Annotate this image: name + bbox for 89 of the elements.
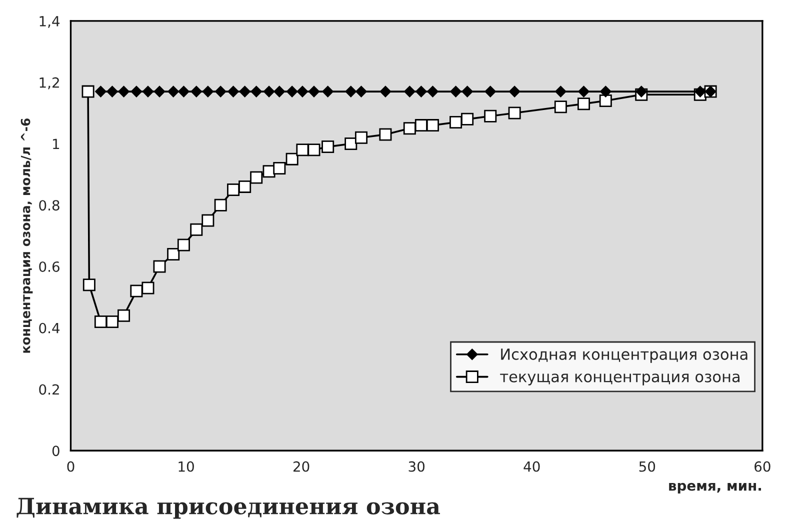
legend-label: текущая концентрация озона <box>500 374 740 386</box>
point <box>600 86 612 98</box>
x-axis-title: время, мин. <box>669 482 762 494</box>
point <box>227 184 240 196</box>
point <box>508 106 521 120</box>
x-tick-label: 0 <box>67 461 74 472</box>
y-tick-label: 0.4 <box>39 322 60 334</box>
x-tick-label: 50 <box>639 461 656 472</box>
point <box>190 223 203 236</box>
point <box>308 144 320 156</box>
point <box>238 180 252 193</box>
point <box>214 198 227 212</box>
point <box>142 282 154 294</box>
point <box>239 86 250 98</box>
point <box>344 137 358 150</box>
point <box>118 309 130 322</box>
x-tick-label: 20 <box>293 461 310 472</box>
point <box>380 86 392 98</box>
point <box>426 119 439 132</box>
point <box>296 144 309 156</box>
y-tick-label: 0.8 <box>39 200 60 211</box>
point <box>178 86 190 98</box>
point <box>577 98 590 110</box>
point <box>694 86 706 98</box>
legend-label: Исходная концентрация озона <box>501 348 748 363</box>
point <box>296 86 308 98</box>
point <box>286 152 298 166</box>
point <box>484 110 497 122</box>
y-tick-label: 1,4 <box>40 16 60 28</box>
point <box>177 238 190 252</box>
point <box>484 86 496 98</box>
point <box>167 248 180 260</box>
y-tick-label: 1 <box>53 138 60 149</box>
point <box>202 214 214 227</box>
point <box>106 86 118 98</box>
point <box>228 86 239 98</box>
point <box>263 86 275 98</box>
point <box>168 86 179 98</box>
x-tick-label: 40 <box>524 461 540 472</box>
point <box>274 86 286 98</box>
point <box>153 260 166 273</box>
x-tick-label: 10 <box>178 461 194 472</box>
point <box>322 140 334 154</box>
x-tick-label: 60 <box>754 461 770 472</box>
point <box>404 86 416 98</box>
x-tick-label: 30 <box>408 461 424 472</box>
point <box>286 86 298 98</box>
point <box>345 86 356 98</box>
point <box>95 86 106 98</box>
point <box>215 86 226 98</box>
point <box>416 86 427 98</box>
point <box>461 112 474 126</box>
point <box>555 86 566 98</box>
point <box>154 86 166 98</box>
y-tick-label: 1,2 <box>40 77 59 90</box>
point <box>450 116 462 128</box>
point <box>403 122 416 135</box>
point <box>636 86 647 98</box>
point <box>450 86 462 98</box>
point <box>414 119 428 132</box>
point <box>130 86 142 98</box>
point <box>273 162 286 175</box>
point <box>427 86 438 98</box>
point <box>578 86 590 98</box>
point <box>118 86 130 98</box>
y-tick-label: 0 <box>52 446 60 456</box>
y-tick-label: 0.2 <box>39 384 59 395</box>
y-tick-label: 0.6 <box>39 261 60 272</box>
point <box>354 131 368 144</box>
point <box>82 278 96 292</box>
point <box>599 94 612 108</box>
point <box>202 86 214 98</box>
point <box>379 128 392 141</box>
point <box>308 86 320 98</box>
text: Динамика присоединения озона <box>16 498 440 519</box>
point <box>106 315 118 328</box>
point <box>356 86 367 98</box>
point <box>82 85 94 98</box>
point <box>94 315 107 328</box>
point <box>142 86 154 98</box>
point <box>322 86 334 98</box>
point <box>250 86 262 98</box>
point <box>250 171 263 184</box>
point <box>462 86 473 98</box>
point <box>190 86 202 98</box>
point <box>508 86 520 98</box>
point <box>130 284 143 298</box>
point <box>554 100 567 114</box>
y-axis-title: концентрация озона, моль/л ^-6 <box>20 118 33 353</box>
